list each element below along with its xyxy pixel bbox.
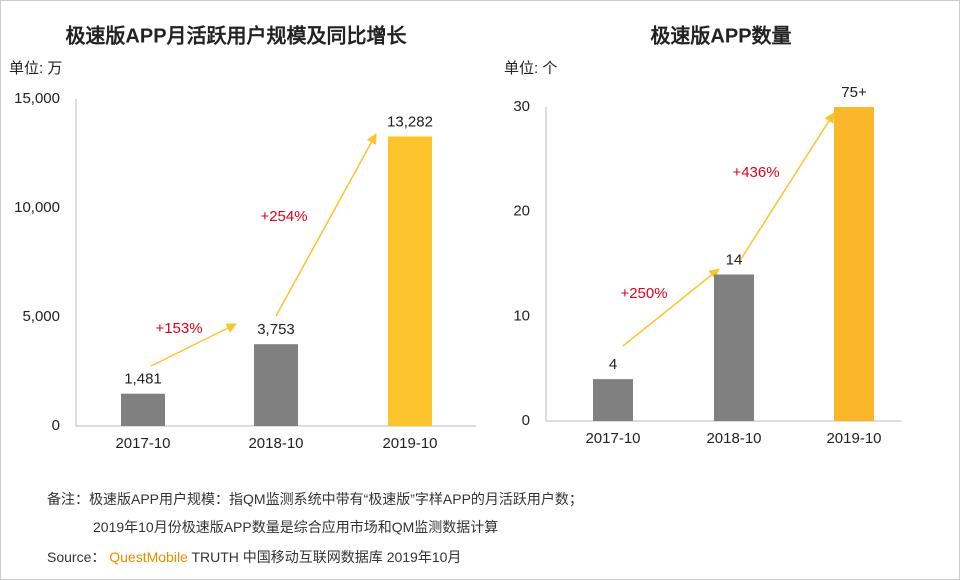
- source-text: TRUTH 中国移动互联网数据库 2019年10月: [191, 549, 462, 565]
- x-tick-label: 2017-10: [115, 435, 170, 452]
- chart-title: 极速版APP月活跃用户规模及同比增长: [65, 23, 407, 47]
- y-tick-label: 0: [522, 412, 530, 429]
- y-tick-label: 15,000: [14, 90, 60, 107]
- y-tick-label: 5,000: [22, 308, 60, 325]
- y-tick-label: 10,000: [14, 199, 60, 216]
- y-tick-label: 30: [513, 98, 530, 115]
- growth-annotation: +254%: [260, 208, 307, 225]
- note-label: 备注：: [47, 491, 89, 507]
- bar: [254, 344, 298, 426]
- note-line: 备注：极速版APP用户规模：指QM监测系统中带有“极速版”字样APP的月活跃用户…: [47, 489, 583, 509]
- value-label: 14: [726, 251, 743, 268]
- bar: [388, 136, 432, 426]
- note-text: 2019年10月份极速版APP数量是综合应用市场和QM监测数据计算: [93, 519, 499, 535]
- bar: [121, 393, 165, 426]
- value-label: 4: [609, 356, 617, 373]
- growth-arrow: [740, 112, 835, 260]
- note-text: 极速版APP用户规模：指QM监测系统中带有“极速版”字样APP的月活跃用户数；: [89, 491, 583, 507]
- growth-annotation: +250%: [620, 285, 667, 302]
- x-tick-label: 2018-10: [248, 435, 303, 452]
- value-label: 3,753: [257, 321, 295, 338]
- unit-label: 单位: 万: [9, 60, 62, 77]
- y-tick-label: 20: [513, 203, 530, 220]
- bar: [714, 274, 754, 421]
- growth-annotation: +153%: [155, 320, 202, 337]
- x-tick-label: 2019-10: [382, 435, 437, 452]
- chart-title: 极速版APP数量: [650, 23, 791, 47]
- source-label: Source：: [47, 549, 106, 565]
- y-tick-label: 0: [52, 417, 60, 434]
- source-line: Source： QuestMobile TRUTH 中国移动互联网数据库 201…: [47, 547, 461, 567]
- arrows: [150, 112, 835, 367]
- growth-annotation: +436%: [732, 164, 779, 181]
- source-brand: QuestMobile: [109, 549, 188, 565]
- x-tick-label: 2018-10: [706, 430, 761, 447]
- bar: [834, 107, 874, 421]
- x-tick-label: 2017-10: [585, 430, 640, 447]
- y-tick-label: 10: [513, 307, 530, 324]
- growth-arrow: [150, 323, 237, 367]
- value-label: 1,481: [124, 371, 162, 388]
- x-tick-label: 2019-10: [826, 430, 881, 447]
- bar: [593, 379, 633, 421]
- value-label: 13,282: [387, 113, 433, 130]
- growth-arrow: [622, 268, 720, 347]
- growth-arrow: [275, 133, 377, 317]
- unit-label: 单位: 个: [504, 60, 557, 77]
- value-label: 75+: [841, 84, 867, 101]
